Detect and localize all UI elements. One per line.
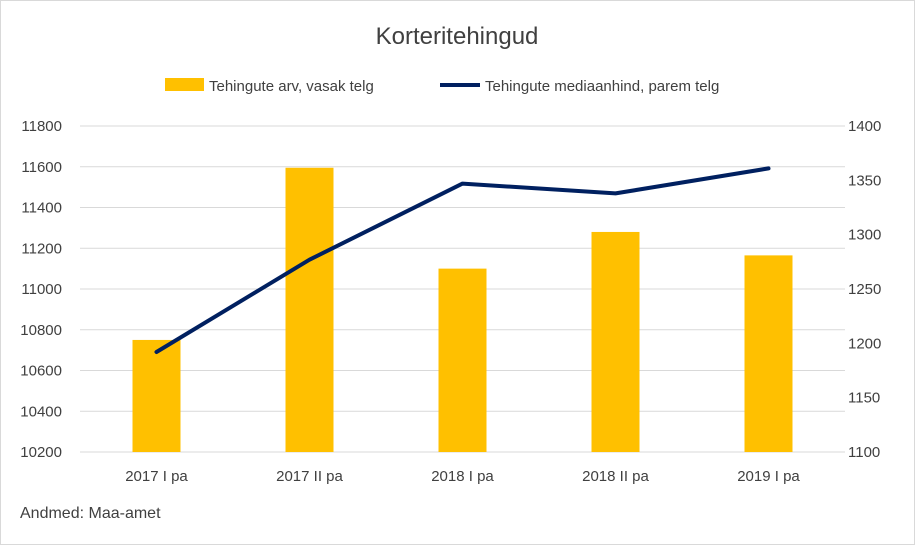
right-tick-label: 1100: [848, 444, 880, 461]
source-note: Andmed: Maa-amet: [20, 505, 161, 522]
bar-1: [132, 339, 181, 452]
right-axis-ticks: 1100 1150 1200 1250 1300 1350 1400: [848, 118, 881, 461]
line-series: [154, 166, 771, 354]
bar-4: [591, 231, 640, 452]
left-tick-label: 10600: [20, 363, 62, 380]
x-tick-label: 2017 I pa: [125, 468, 188, 485]
median-price-line: [154, 166, 771, 354]
x-tick-label: 2019 I pa: [737, 468, 800, 485]
x-axis-ticks: 2017 I pa 2017 II pa 2018 I pa 2018 II pa 20…: [125, 468, 800, 485]
left-tick-label: 11600: [21, 159, 62, 176]
left-tick-label: 10800: [20, 322, 62, 339]
left-axis-ticks: 10200 10400 10600 10800 11000 11200 11400 11600…: [20, 118, 62, 461]
left-tick-label: 10400: [20, 403, 62, 420]
left-tick-label: 11000: [21, 281, 62, 298]
x-tick-label: 2018 II pa: [582, 468, 649, 485]
legend-swatch-bars: [165, 78, 204, 91]
left-tick-label: 10200: [20, 444, 62, 461]
bar-3: [438, 268, 487, 452]
right-tick-label: 1250: [848, 281, 881, 298]
legend-label-line: Tehingute mediaanhind, parem telg: [485, 78, 719, 95]
right-tick-label: 1200: [848, 335, 881, 352]
right-tick-label: 1150: [848, 390, 880, 407]
right-tick-label: 1400: [848, 118, 881, 135]
legend-label-bars: Tehingute arv, vasak telg: [209, 78, 374, 95]
left-tick-label: 11200: [21, 240, 62, 257]
legend: Tehingute arv, vasak telg Tehingute medi…: [165, 78, 719, 95]
right-tick-label: 1300: [848, 227, 881, 244]
x-tick-label: 2017 II pa: [276, 468, 343, 485]
bar-2: [285, 167, 334, 453]
bar-series: [132, 167, 793, 453]
chart-title: Korteritehingud: [376, 23, 539, 50]
right-tick-label: 1350: [848, 172, 881, 189]
left-tick-label: 11400: [21, 200, 62, 217]
bar-5: [744, 255, 793, 452]
x-tick-label: 2018 I pa: [431, 468, 494, 485]
left-tick-label: 11800: [21, 118, 62, 135]
